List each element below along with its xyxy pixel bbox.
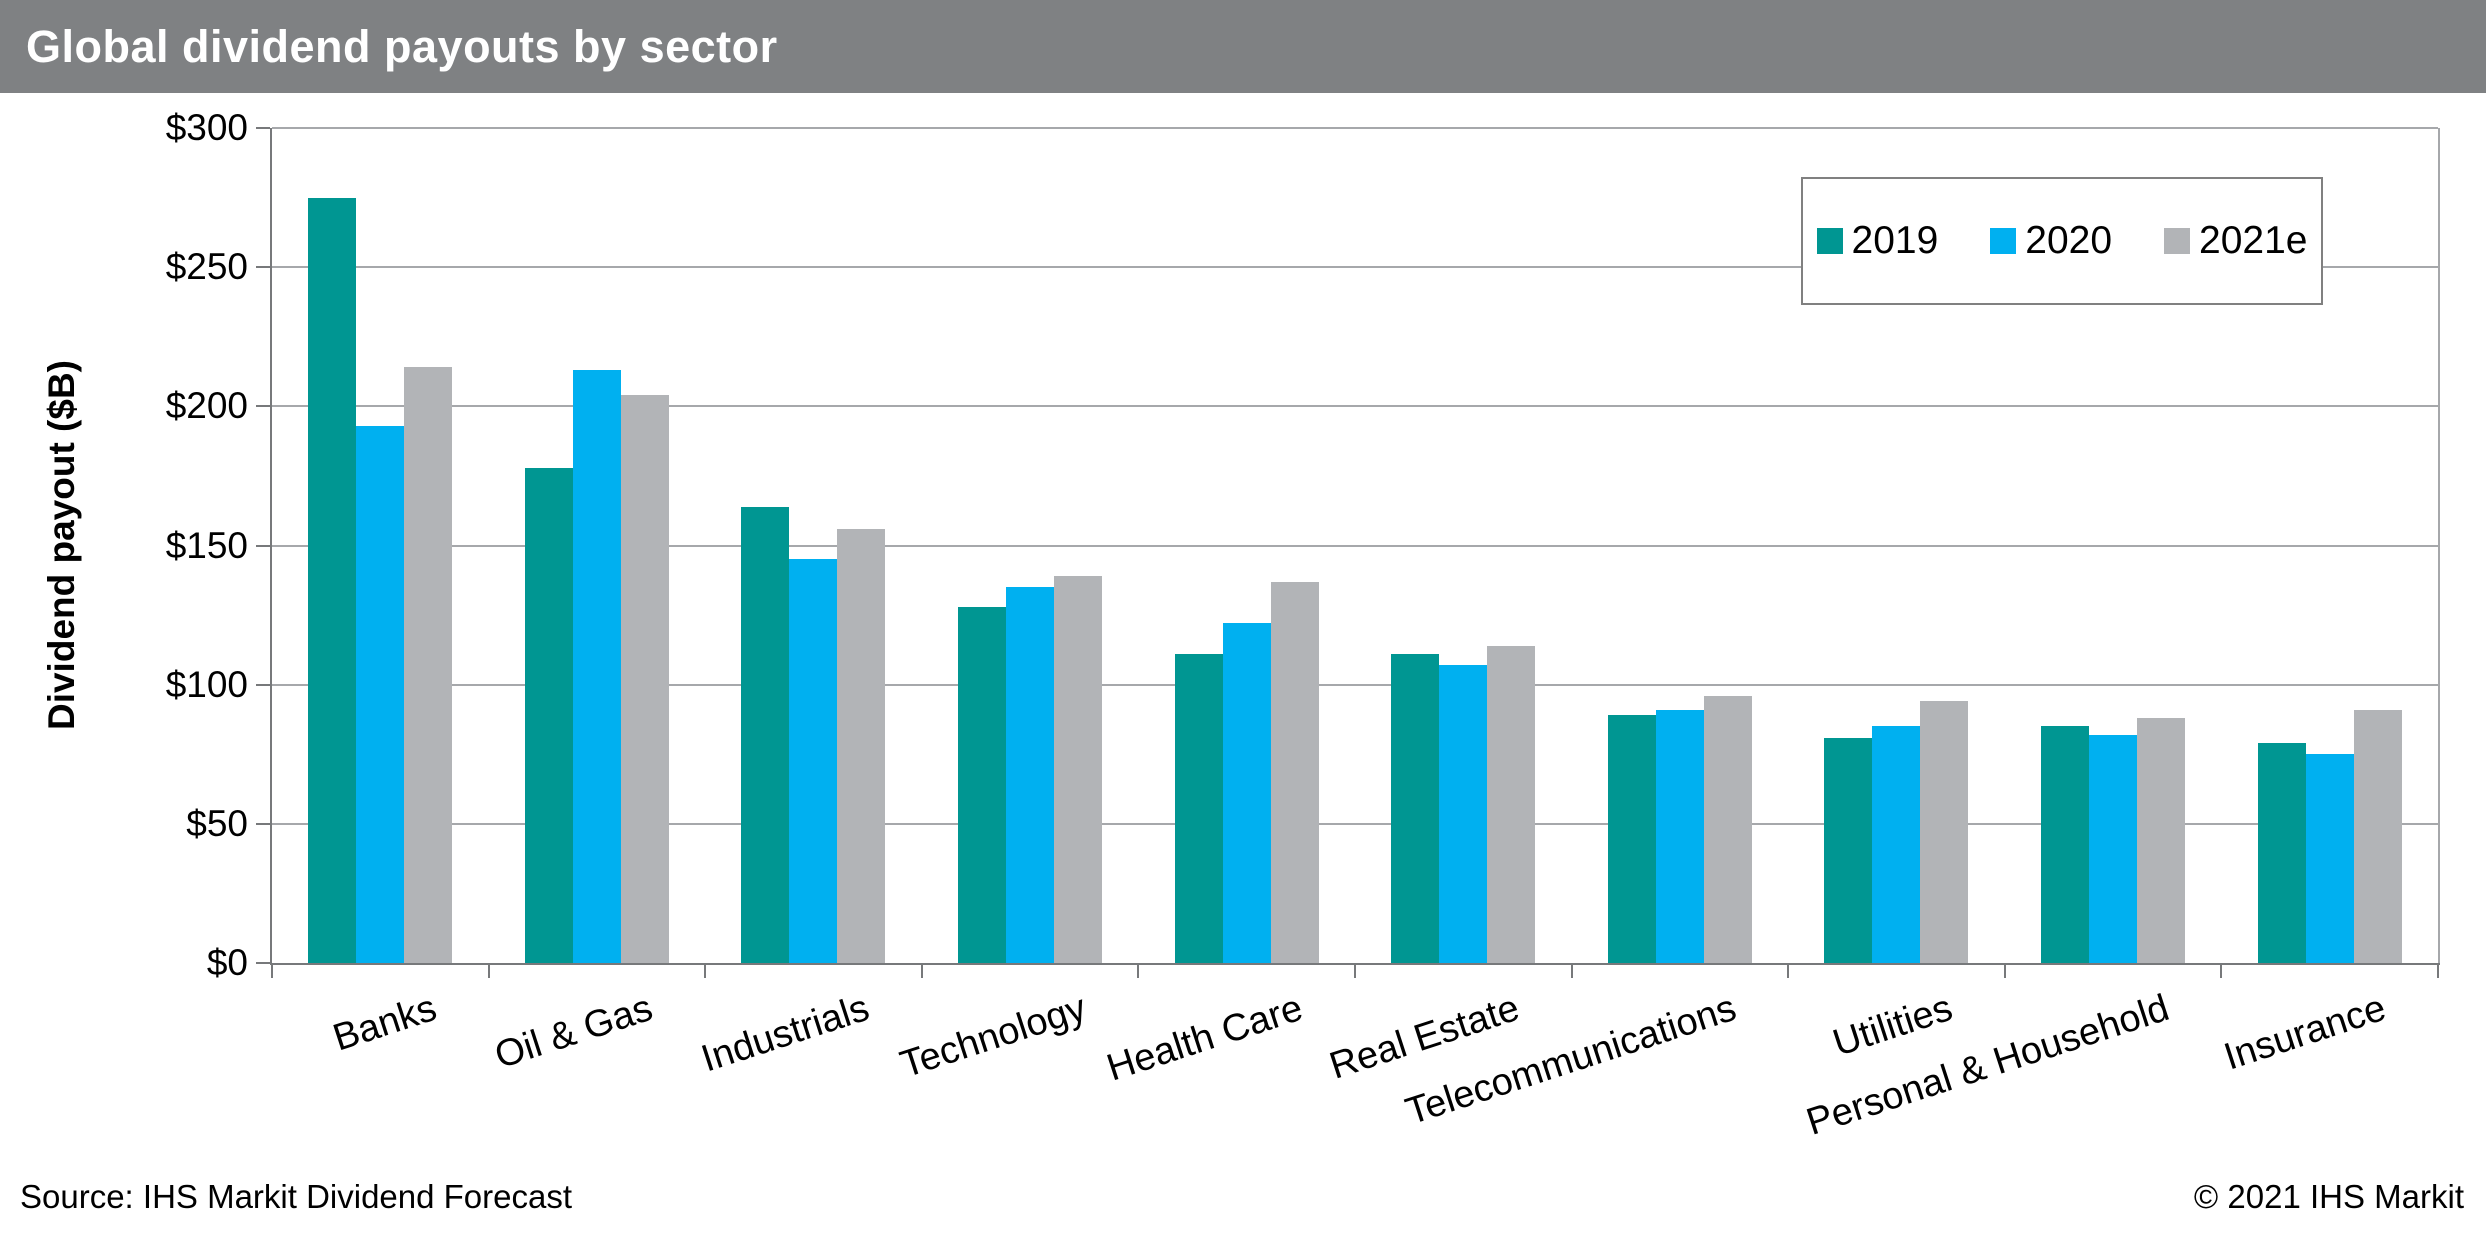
bar	[1054, 576, 1103, 963]
y-axis-tick-label: $150	[165, 524, 248, 566]
bar	[1824, 737, 1873, 963]
y-axis-line	[270, 128, 272, 965]
y-axis-tick-label: $300	[165, 107, 248, 148]
bar	[1222, 623, 1271, 963]
x-axis-tick	[2220, 963, 2223, 978]
bar	[1655, 709, 1704, 963]
x-axis-line	[270, 963, 2440, 965]
x-axis-tick	[271, 963, 273, 978]
legend: 2019 2020 2021e	[1801, 177, 2323, 305]
bar	[524, 467, 573, 963]
y-axis-tick	[256, 544, 270, 547]
x-axis-tick	[1570, 963, 1573, 978]
x-axis-tick	[1137, 963, 1140, 978]
title-bar: Global dividend payouts by sector	[0, 0, 2486, 93]
bar-group	[705, 128, 922, 963]
y-axis-tick	[256, 683, 270, 686]
bar	[2041, 726, 2090, 963]
y-axis-tick-label: $200	[165, 385, 248, 427]
x-axis-tick	[1354, 963, 1356, 978]
y-axis-tick-label: $100	[165, 663, 248, 705]
bar-group	[1572, 128, 1789, 963]
gridline	[272, 544, 2438, 547]
legend-swatch-icon	[1816, 228, 1843, 254]
x-axis-tick	[2003, 963, 2006, 978]
bar	[1872, 726, 1921, 963]
bar	[1439, 665, 1488, 963]
category-label: Oil & Gas	[490, 987, 658, 1078]
gridline	[272, 822, 2438, 825]
legend-label: 2019	[1851, 219, 1939, 262]
legend-swatch-icon	[2164, 228, 2191, 254]
legend-swatch-icon	[1990, 228, 2017, 254]
plot-area	[270, 127, 2440, 965]
bar-group	[489, 128, 706, 963]
category-label: Industrials	[696, 987, 875, 1081]
bar-group	[922, 128, 1139, 963]
bar	[837, 528, 886, 963]
y-axis-tick	[256, 822, 270, 825]
y-axis-title: Dividend payout ($B)	[41, 359, 82, 731]
legend-label: 2021e	[2199, 219, 2308, 262]
legend-item: 2020	[1990, 219, 2112, 263]
x-axis-tick	[920, 963, 923, 978]
y-axis-tick	[256, 405, 270, 408]
bar	[1270, 581, 1319, 963]
bar-group	[1788, 128, 2005, 963]
plot-right-border	[2438, 128, 2440, 963]
bar	[308, 197, 357, 963]
x-axis-tick	[487, 963, 490, 978]
x-axis-tick	[2437, 963, 2439, 978]
y-axis-tick	[256, 127, 270, 129]
bar	[741, 506, 790, 963]
footer-source: Source: IHS Markit Dividend Forecast	[20, 1178, 573, 1215]
bar-group	[272, 128, 489, 963]
bar-group	[1138, 128, 1355, 963]
bar	[1006, 587, 1055, 963]
y-axis-tick	[256, 962, 270, 964]
category-label: Utilities	[1828, 987, 1958, 1065]
bar	[404, 367, 453, 963]
gridline	[272, 405, 2438, 408]
category-label: Banks	[327, 987, 442, 1060]
bar	[1487, 645, 1536, 963]
category-label: Personal & Household	[1801, 987, 2175, 1144]
footer-copyright: © 2021 IHS Markit	[2193, 1178, 2464, 1215]
bar	[958, 606, 1007, 963]
category-label: Health Care	[1101, 987, 1308, 1090]
bar	[620, 395, 669, 963]
legend-item: 2019	[1816, 219, 1939, 263]
bar	[2257, 743, 2306, 963]
x-axis-tick	[1787, 963, 1790, 978]
y-axis-tick	[256, 266, 270, 269]
bar	[1391, 654, 1440, 963]
y-axis-tick-label: $0	[206, 942, 248, 983]
bar	[789, 559, 838, 963]
bar	[2305, 754, 2354, 963]
gridline	[272, 683, 2438, 686]
bar	[572, 370, 621, 963]
bar	[1920, 701, 1969, 963]
gridline	[272, 127, 2438, 129]
bar	[1703, 695, 1752, 963]
y-axis-tick-label: $50	[186, 802, 248, 844]
page-title: Global dividend payouts by sector	[26, 20, 778, 72]
bar	[356, 425, 405, 963]
legend-label: 2020	[2025, 219, 2113, 262]
bar-group	[1355, 128, 1572, 963]
legend-item: 2021e	[2164, 219, 2307, 263]
x-axis-tick	[704, 963, 707, 978]
category-label: Technology	[895, 987, 1092, 1087]
bar	[2137, 718, 2186, 963]
bar	[2089, 734, 2138, 963]
gridline	[272, 266, 2438, 269]
bar-group	[2005, 128, 2222, 963]
y-axis-tick-label: $250	[165, 246, 248, 288]
bar-group	[2221, 128, 2438, 963]
bar	[1607, 715, 1656, 963]
bar	[1174, 654, 1223, 963]
bar	[2353, 709, 2402, 963]
category-label: Insurance	[2218, 987, 2391, 1079]
